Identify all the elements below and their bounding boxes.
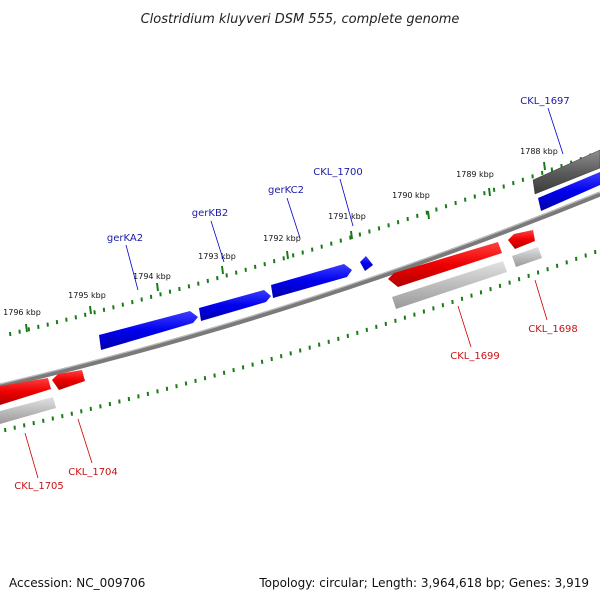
- gene-labels: CKL_1697 CKL_1700 gerKC2 gerKB2 gerKA2 C…: [14, 96, 578, 492]
- tick-label: 1793 kbp: [198, 252, 236, 261]
- forward-strand-genes: [99, 149, 600, 350]
- major-tick: [350, 230, 353, 240]
- gene-gerkb2-arrow[interactable]: [199, 290, 271, 321]
- gene-ckl-1697-dark[interactable]: [532, 149, 600, 195]
- leader-line: [210, 220, 225, 263]
- genome-backbone-highlight: [0, 191, 600, 385]
- major-tick: [286, 250, 289, 260]
- topology-label: Topology:: [259, 576, 316, 590]
- leader-line: [534, 279, 548, 321]
- reverse-strand-genes: [0, 230, 542, 424]
- genome-backbone: [0, 191, 600, 389]
- genes-value: 3,919: [554, 576, 589, 590]
- major-tick: [543, 161, 546, 171]
- leader-line: [547, 107, 564, 155]
- leader-line: [457, 305, 472, 348]
- tick-label: 1795 kbp: [68, 291, 106, 300]
- major-tick: [221, 265, 224, 275]
- genes-label: Genes:: [508, 576, 551, 590]
- major-tick: [427, 210, 430, 220]
- gene-ckl-1705-shadow[interactable]: [0, 397, 56, 424]
- leader-line: [24, 432, 39, 479]
- topology-value: circular: [319, 576, 364, 590]
- gene-label-ckl-1697: CKL_1697: [520, 96, 570, 107]
- leader-line: [339, 178, 354, 227]
- tick-label: 1788 kbp: [520, 147, 558, 156]
- genome-stats: Topology: circular; Length: 3,964,618 bp…: [259, 576, 589, 590]
- tick-label: 1789 kbp: [456, 170, 494, 179]
- gene-ckl-1705-arrow[interactable]: [0, 378, 51, 405]
- length-value: 3,964,618 bp: [420, 576, 501, 590]
- major-tick: [156, 282, 159, 292]
- inner-tick-ring: [4, 249, 597, 433]
- gene-label-gerkb2: gerKB2: [192, 208, 228, 219]
- gene-ckl-1698-arrow[interactable]: [508, 230, 535, 249]
- gene-ckl-1699-shadow[interactable]: [392, 261, 507, 309]
- leader-line: [77, 418, 93, 464]
- leader-line: [125, 244, 139, 291]
- gene-label-gerka2: gerKA2: [107, 233, 143, 244]
- major-tick: [25, 323, 28, 333]
- gene-label-ckl-1699: CKL_1699: [450, 351, 500, 362]
- gene-gerkc2-arrow[interactable]: [271, 264, 352, 298]
- leader-line: [286, 197, 301, 239]
- kbp-scale: 1788 kbp 1789 kbp 1790 kbp 1791 kbp 1792…: [3, 147, 558, 333]
- gene-ckl-1704-arrow[interactable]: [52, 370, 85, 390]
- gene-ckl-1699-arrow[interactable]: [388, 242, 502, 287]
- major-tick: [488, 187, 491, 197]
- gene-ckl-1697-arrow[interactable]: [538, 172, 600, 211]
- tick-label: 1790 kbp: [392, 191, 430, 200]
- tick-label: 1794 kbp: [133, 272, 171, 281]
- major-tick: [89, 305, 92, 315]
- gene-label-ckl-1705: CKL_1705: [14, 481, 64, 492]
- accession-label: Accession:: [9, 576, 73, 590]
- gene-ckl-1700-arrow[interactable]: [360, 256, 373, 271]
- tick-label: 1796 kbp: [3, 308, 41, 317]
- length-label: Length:: [371, 576, 418, 590]
- tick-label: 1791 kbp: [328, 212, 366, 221]
- gene-label-ckl-1700: CKL_1700: [313, 167, 363, 178]
- accession-value: NC_009706: [76, 576, 146, 590]
- tick-label: 1792 kbp: [263, 234, 301, 243]
- gene-label-ckl-1704: CKL_1704: [68, 467, 118, 478]
- outer-tick-ring: [9, 153, 592, 337]
- gene-ckl-1698-shadow[interactable]: [512, 247, 542, 267]
- map-title: Clostridium kluyveri DSM 555, complete g…: [141, 12, 460, 27]
- accession-info: Accession: NC_009706: [9, 576, 145, 590]
- gene-label-gerkc2: gerKC2: [268, 185, 304, 196]
- gene-label-ckl-1698: CKL_1698: [528, 324, 578, 335]
- gene-gerka2-arrow[interactable]: [99, 311, 198, 350]
